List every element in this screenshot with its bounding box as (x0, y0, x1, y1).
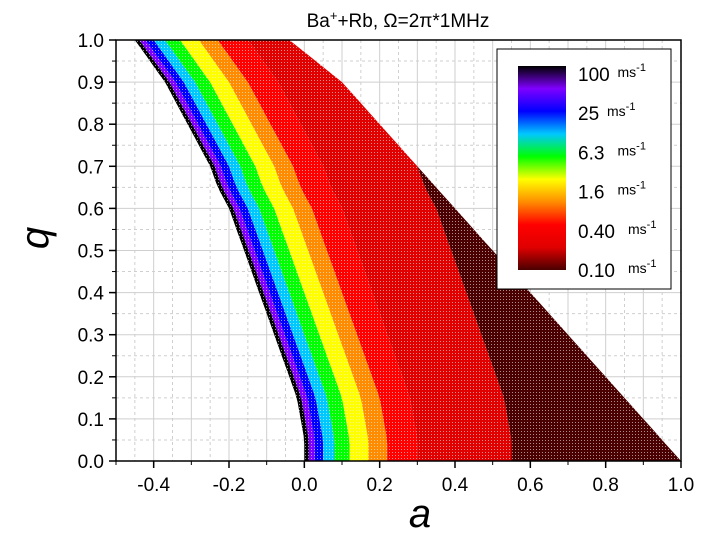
colorbar-labels: 100 ms-1 25 ms-1 6.3 ms-1 1.6 ms-1 0.40 ms-1 0.10 m… (578, 62, 656, 282)
x-tick-label: 0.0 (291, 475, 317, 496)
colorbar (518, 66, 566, 270)
heatmap-region (134, 40, 681, 461)
colorbar-unit: ms-1 (618, 180, 646, 198)
colorbar-unit: ms-1 (628, 219, 656, 237)
y-tick-label: 0.9 (78, 73, 104, 94)
x-axis: -0.4 -0.2 0.0 0.2 0.4 0.6 0.8 1.0 (115, 461, 694, 496)
y-tick-label: 0.5 (78, 242, 104, 263)
colorbar-label: 100 (578, 65, 610, 86)
colorbar-label: 25 (578, 104, 599, 125)
colorbar-label: 6.3 (578, 143, 604, 164)
x-tick-label: -0.2 (213, 475, 246, 496)
x-tick-label: -0.4 (137, 475, 170, 496)
x-tick-label: 0.6 (517, 475, 543, 496)
title-part-1: Ba (307, 11, 331, 32)
x-axis-title: a (409, 492, 431, 536)
dot-texture (134, 40, 681, 461)
colorbar-unit: ms-1 (628, 258, 656, 276)
y-axis: 0.0 0.1 0.2 0.3 0.4 0.5 0.6 0.7 0.8 0.9 1.0 (78, 31, 116, 473)
y-tick-label: 0.4 (78, 284, 105, 305)
title-superscript: + (330, 8, 338, 23)
x-tick-label: 0.4 (442, 475, 469, 496)
y-tick-label: 0.7 (78, 157, 104, 178)
x-tick-label: 0.8 (592, 475, 618, 496)
colorbar-legend: 100 ms-1 25 ms-1 6.3 ms-1 1.6 ms-1 0.40 ms-1 0.10 m… (496, 48, 672, 290)
y-tick-label: 0.0 (78, 452, 104, 473)
y-tick-label: 0.2 (78, 368, 104, 389)
colorbar-label: 1.6 (578, 183, 604, 204)
colorbar-unit: ms-1 (618, 140, 646, 158)
colorbar-label: 0.40 (578, 222, 615, 243)
y-tick-label: 0.8 (78, 115, 104, 136)
x-tick-label: 0.2 (366, 475, 392, 496)
colorbar-unit: ms-1 (618, 62, 646, 80)
y-axis-title: q (13, 227, 57, 249)
y-tick-label: 0.3 (78, 326, 104, 347)
colorbar-label: 0.10 (578, 261, 615, 282)
title-part-2: +Rb, Ω=2π*1MHz (337, 11, 489, 32)
y-tick-label: 0.6 (78, 199, 104, 220)
x-tick-label: 1.0 (668, 475, 694, 496)
chart-title: Ba++Rb, Ω=2π*1MHz (307, 8, 490, 32)
y-tick-label: 0.1 (78, 410, 104, 431)
colorbar-unit: ms-1 (607, 101, 635, 119)
y-tick-label: 1.0 (78, 31, 104, 52)
